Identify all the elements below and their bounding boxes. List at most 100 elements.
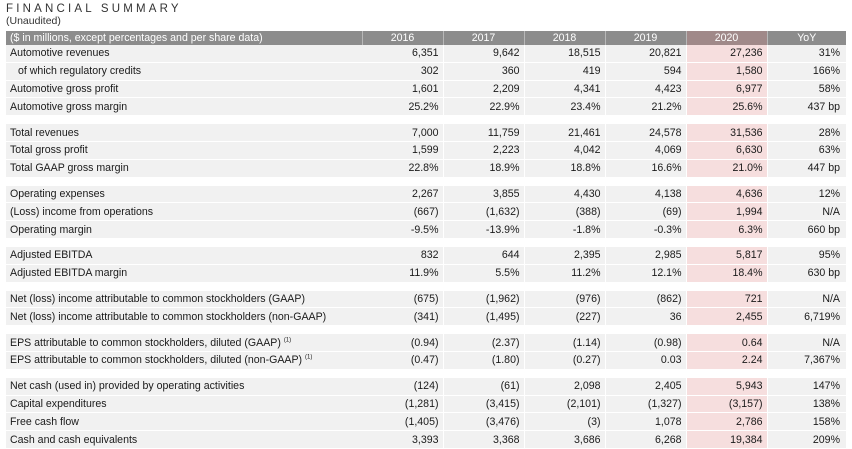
- value-cell-2020: 6.3%: [686, 220, 768, 239]
- value-cell-2019: 20,821: [605, 45, 687, 63]
- table-row: Total GAAP gross margin 22.8% 18.9% 18.8% 16…: [6, 159, 846, 178]
- row-label-text: Automotive gross margin: [10, 100, 128, 113]
- row-label: EPS attributable to common stockholders,…: [6, 334, 362, 352]
- footnote-marker: (1): [305, 354, 313, 361]
- row-label-text: Adjusted EBITDA margin: [10, 267, 128, 280]
- yoy-cell: 31%: [767, 45, 846, 63]
- value-cell-2019: 2,405: [605, 377, 687, 396]
- value-cell-2020: 1,580: [686, 62, 768, 81]
- table-row: Net (loss) income attributable to common…: [6, 307, 846, 327]
- value-cell-2018: 21,461: [524, 124, 606, 142]
- yoy-cell: N/A: [767, 334, 846, 352]
- value-cell-2018: (3): [524, 412, 606, 432]
- value-cell-2020: 25.6%: [686, 97, 768, 117]
- row-label-text: Automotive gross profit: [10, 82, 119, 95]
- value-cell-2018: 3,686: [524, 430, 606, 449]
- row-label: Net (loss) income attributable to common…: [6, 307, 362, 327]
- yoy-cell: 447 bp: [767, 159, 846, 178]
- value-cell-2019: 4,069: [605, 141, 687, 160]
- row-label: Adjusted EBITDA margin: [6, 264, 362, 283]
- value-cell-2017: 9,642: [443, 45, 525, 63]
- row-label: Automotive gross profit: [6, 80, 362, 99]
- page-title: FINANCIAL SUMMARY: [6, 3, 182, 15]
- value-cell-2016: 25.2%: [362, 97, 444, 117]
- row-label-text: EPS attributable to common stockholders,…: [10, 336, 281, 349]
- value-cell-2019: 16.6%: [605, 159, 687, 178]
- yoy-cell: 166%: [767, 62, 846, 81]
- value-cell-2017: 18.9%: [443, 159, 525, 178]
- yoy-cell: 95%: [767, 246, 846, 265]
- value-cell-2018: 23.4%: [524, 97, 606, 117]
- value-cell-2016: 302: [362, 62, 444, 81]
- group-spacer: [6, 177, 846, 186]
- value-cell-2016: -9.5%: [362, 220, 444, 239]
- value-cell-2018: (976): [524, 290, 606, 309]
- row-label-text: Operating margin: [10, 223, 92, 236]
- value-cell-2020: (3,157): [686, 395, 768, 414]
- value-cell-2017: (2.37): [443, 334, 525, 352]
- group-spacer: [6, 369, 846, 378]
- value-cell-2019: 594: [605, 62, 687, 81]
- value-cell-2017: 3,855: [443, 185, 525, 204]
- table-body: Automotive revenues 6,351 9,642 18,515 20,82…: [6, 45, 846, 449]
- row-label: (Loss) income from operations: [6, 202, 362, 222]
- value-cell-2017: (1,495): [443, 307, 525, 327]
- value-cell-2018: (1.14): [524, 334, 606, 352]
- value-cell-2017: 2,209: [443, 80, 525, 99]
- row-label: Operating margin: [6, 220, 362, 239]
- header-year-2016: 2016: [362, 31, 444, 45]
- yoy-cell: 7,367%: [767, 351, 846, 370]
- value-cell-2018: 4,341: [524, 80, 606, 99]
- header-year-2018: 2018: [524, 31, 606, 45]
- yoy-cell: N/A: [767, 202, 846, 222]
- row-label-text: Adjusted EBITDA: [10, 249, 93, 262]
- value-cell-2017: (1,632): [443, 202, 525, 222]
- row-label: Net (loss) income attributable to common…: [6, 290, 362, 309]
- value-cell-2018: 4,042: [524, 141, 606, 160]
- group-spacer: [6, 325, 846, 335]
- value-cell-2017: -13.9%: [443, 220, 525, 239]
- row-label-text: Net (loss) income attributable to common…: [10, 310, 327, 323]
- table-row: Automotive revenues 6,351 9,642 18,515 20,82…: [6, 45, 846, 63]
- value-cell-2019: 24,578: [605, 124, 687, 142]
- row-label: of which regulatory credits: [6, 62, 362, 81]
- value-cell-2019: 12.1%: [605, 264, 687, 283]
- table-row: Cash and cash equivalents 3,393 3,368 3,686…: [6, 430, 846, 449]
- value-cell-2019: 4,138: [605, 185, 687, 204]
- value-cell-2016: 11.9%: [362, 264, 444, 283]
- value-cell-2019: (69): [605, 202, 687, 222]
- value-cell-2018: 2,098: [524, 377, 606, 396]
- value-cell-2020: 1,994: [686, 202, 768, 222]
- table-row: Free cash flow (1,405) (3,476) (3) 1,078 2,78…: [6, 412, 846, 432]
- row-label: Cash and cash equivalents: [6, 430, 362, 449]
- yoy-cell: 158%: [767, 412, 846, 432]
- value-cell-2016: 6,351: [362, 45, 444, 63]
- value-cell-2018: 18.8%: [524, 159, 606, 178]
- group-spacer: [6, 238, 846, 247]
- value-cell-2019: (1,327): [605, 395, 687, 414]
- value-cell-2016: 22.8%: [362, 159, 444, 178]
- group-spacer: [6, 115, 846, 125]
- row-label: Operating expenses: [6, 185, 362, 204]
- table-row: Total revenues 7,000 11,759 21,461 24,578 31,…: [6, 124, 846, 142]
- value-cell-2016: 7,000: [362, 124, 444, 142]
- yoy-cell: 209%: [767, 430, 846, 449]
- header-label: ($ in millions, except percentages and p…: [6, 31, 363, 45]
- row-label-text: of which regulatory credits: [18, 65, 142, 78]
- row-label: EPS attributable to common stockholders,…: [6, 351, 362, 370]
- table-row: EPS attributable to common stockholders,…: [6, 334, 846, 352]
- value-cell-2018: (227): [524, 307, 606, 327]
- value-cell-2020: 2,455: [686, 307, 768, 327]
- value-cell-2019: 36: [605, 307, 687, 327]
- value-cell-2017: (1.80): [443, 351, 525, 370]
- value-cell-2017: 2,223: [443, 141, 525, 160]
- value-cell-2017: 22.9%: [443, 97, 525, 117]
- value-cell-2020: 27,236: [686, 45, 768, 63]
- value-cell-2020: 19,384: [686, 430, 768, 449]
- financial-summary-table: ($ in millions, except percentages and p…: [6, 31, 846, 449]
- header-year-2017: 2017: [443, 31, 525, 45]
- value-cell-2020: 5,817: [686, 246, 768, 265]
- row-label-text: Total revenues: [10, 126, 79, 139]
- value-cell-2016: 1,599: [362, 141, 444, 160]
- value-cell-2019: -0.3%: [605, 220, 687, 239]
